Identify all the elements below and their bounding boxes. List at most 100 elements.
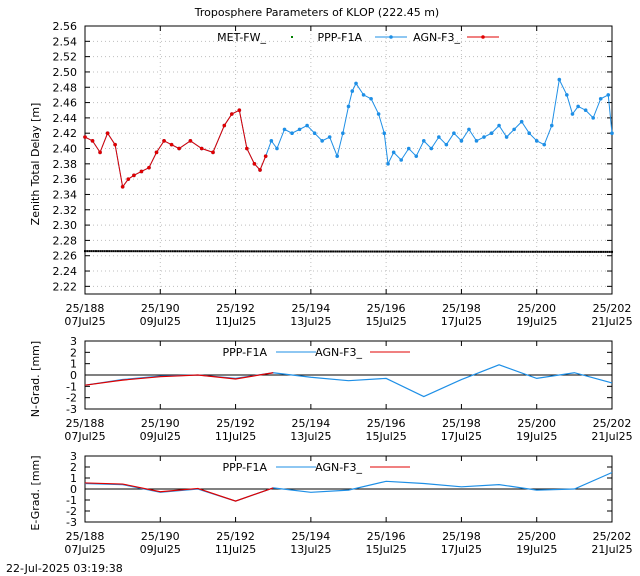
met-point [318, 250, 321, 253]
x-tick-date-label: 13Jul25 [290, 315, 331, 328]
y-axis-label: N-Grad. [mm] [29, 341, 42, 417]
x-tick-label: 25/198 [442, 302, 481, 315]
met-point [116, 250, 119, 253]
met-point [393, 250, 396, 253]
data-point [126, 177, 131, 181]
met-point [248, 250, 251, 253]
x-tick-label: 25/192 [216, 417, 255, 430]
x-tick-label: 25/188 [66, 302, 105, 315]
data-point [169, 142, 174, 147]
met-point [182, 250, 185, 253]
met-point [347, 250, 350, 253]
data-point [341, 131, 345, 135]
met-point [138, 250, 141, 253]
data-point [282, 127, 287, 132]
data-point [320, 139, 324, 143]
x-tick-label: 25/188 [66, 530, 105, 543]
legend-swatch [291, 36, 293, 38]
met-point [481, 250, 484, 253]
met-point [160, 250, 163, 253]
met-point [360, 250, 363, 253]
met-point [321, 250, 324, 253]
met-point [202, 250, 205, 253]
met-point [433, 250, 436, 253]
met-point [424, 250, 427, 253]
data-point [549, 123, 554, 128]
met-point [134, 250, 137, 253]
met-point [384, 250, 387, 253]
met-point [602, 250, 605, 253]
met-point [556, 250, 559, 253]
met-point [387, 250, 390, 253]
met-point [419, 250, 422, 253]
legend-label: PPP-F1A [318, 31, 363, 44]
x-tick-date-label: 09Jul25 [140, 315, 181, 328]
met-point [477, 250, 480, 253]
x-tick-label: 25/194 [292, 302, 331, 315]
y-tick-label: 2.52 [53, 51, 78, 64]
data-point [527, 131, 531, 135]
met-point [606, 250, 609, 253]
y-tick-label: 2.24 [53, 265, 78, 278]
met-point [264, 250, 267, 253]
met-point [169, 250, 172, 253]
data-point [361, 93, 366, 97]
data-point [459, 139, 464, 143]
met-point [189, 250, 192, 253]
x-tick-date-label: 19Jul25 [516, 430, 557, 443]
data-point [376, 112, 381, 116]
met-point [540, 250, 543, 253]
data-point [305, 123, 309, 128]
data-point [598, 96, 603, 101]
met-point [266, 250, 269, 253]
y-tick-label: 3 [70, 450, 77, 463]
legend-label: PPP-F1A [223, 461, 268, 474]
met-point [224, 250, 227, 253]
met-point [141, 250, 144, 253]
met-point [516, 250, 519, 253]
series-line [84, 109, 267, 189]
met-point [358, 250, 361, 253]
met-point [404, 250, 407, 253]
data-point [482, 135, 486, 139]
met-point [97, 250, 100, 253]
met-point [448, 250, 451, 253]
met-point [217, 250, 220, 253]
met-point [505, 250, 508, 253]
y-tick-label: 0 [70, 483, 77, 496]
met-point [560, 250, 563, 253]
data-point [83, 135, 87, 139]
legend-label: AGN-F3_ [315, 346, 362, 359]
met-point [435, 250, 438, 253]
data-point [350, 89, 355, 93]
y-tick-label: 2.28 [53, 234, 78, 247]
met-point [472, 250, 475, 253]
met-point [562, 250, 565, 253]
met-point [604, 250, 607, 253]
met-point [593, 250, 596, 253]
met-point [323, 250, 326, 253]
met-point [527, 250, 530, 253]
legend-label: AGN-F3_ [413, 31, 460, 44]
met-point [479, 250, 482, 253]
met-point [367, 250, 370, 253]
data-point [512, 127, 516, 132]
met-point [84, 250, 86, 253]
x-tick-date-label: 15Jul25 [366, 315, 407, 328]
met-point [514, 250, 517, 253]
y-tick-label: 2.32 [53, 204, 78, 217]
data-point [382, 131, 387, 135]
met-point [413, 250, 416, 253]
met-point [110, 250, 113, 253]
met-point [411, 250, 414, 253]
met-point [88, 250, 91, 253]
data-point [591, 116, 595, 120]
data-point [188, 139, 193, 143]
met-point [349, 250, 352, 253]
x-tick-date-label: 11Jul25 [215, 430, 256, 443]
met-point [204, 250, 207, 253]
met-point [327, 250, 330, 253]
data-point [606, 93, 611, 97]
data-point [437, 135, 441, 139]
